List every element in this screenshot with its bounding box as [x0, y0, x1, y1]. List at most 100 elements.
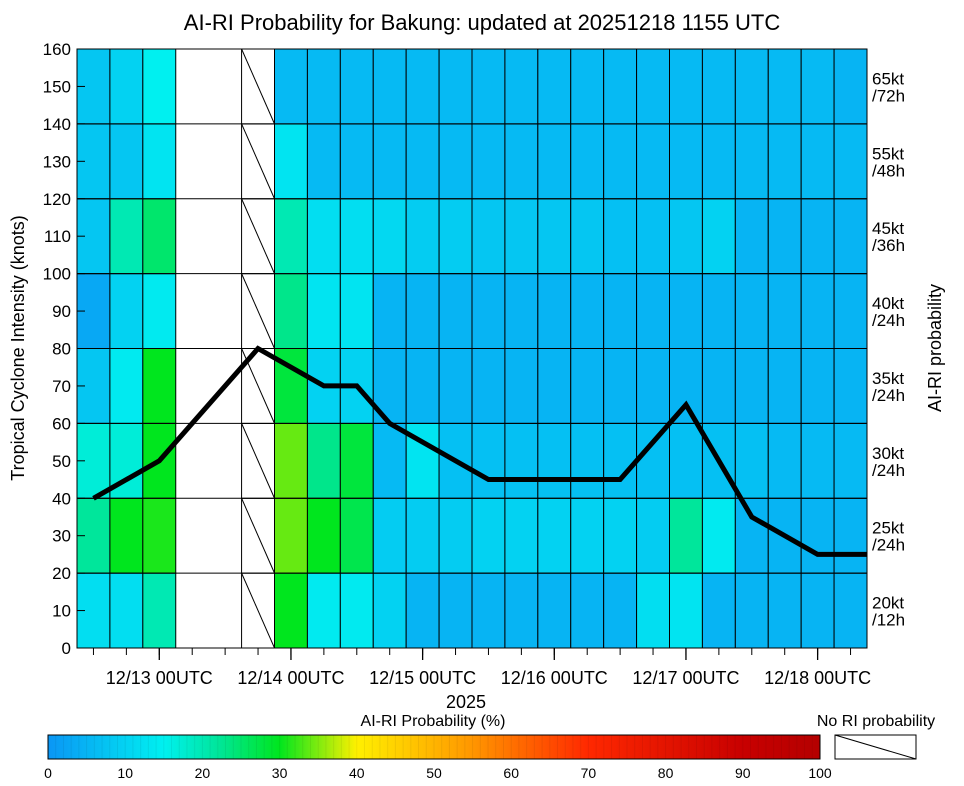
y-axis-label: Tropical Cyclone Intensity (knots) [8, 215, 28, 480]
heatmap-cell [109, 198, 144, 275]
heatmap-cell [701, 48, 736, 125]
heatmap-cell [636, 348, 670, 424]
heatmap-cell [570, 497, 605, 574]
heatmap-cell [537, 348, 572, 424]
heatmap-cell [833, 497, 868, 574]
heatmap-cell [274, 497, 308, 574]
heatmap-cell [636, 572, 670, 649]
heatmap-cell [636, 497, 670, 574]
y-tick-label: 30 [52, 527, 71, 546]
x-tick-label: 12/15 00UTC [369, 668, 476, 688]
row-label-line1: 55kt [872, 144, 904, 163]
colorbar-tick-label: 10 [117, 765, 133, 781]
row-label-line2: /12h [872, 611, 905, 630]
heatmap-cell [669, 348, 703, 424]
row-label-line2: /36h [872, 236, 905, 255]
heatmap-cell [603, 198, 638, 275]
colorbar-tick-label: 70 [581, 765, 597, 781]
heatmap-cell [701, 572, 736, 649]
heatmap-cell [504, 123, 539, 200]
heatmap-cell [274, 48, 308, 125]
heatmap-cell [833, 48, 868, 125]
heatmap-cell [603, 497, 638, 574]
heatmap-cell [570, 48, 605, 125]
heatmap-cell [274, 422, 308, 499]
heatmap-cell [274, 572, 308, 649]
heatmap-cell [471, 48, 506, 125]
heatmap-cell [603, 273, 638, 349]
y-tick-label: 10 [52, 602, 71, 621]
heatmap-cell [142, 572, 177, 649]
heatmap-cell [339, 198, 374, 275]
no-ri-legend-hatch [834, 734, 917, 760]
intensity-line [92, 345, 867, 557]
row-label: 20kt/12h [872, 594, 905, 630]
row-label-line2: /24h [872, 311, 905, 330]
heatmap-cell [603, 48, 638, 125]
heatmap-cell [405, 497, 440, 574]
heatmap-cell [800, 348, 835, 424]
heatmap-cell [142, 497, 177, 574]
heatmap-cell [504, 422, 539, 499]
heatmap-cell [372, 572, 407, 649]
y-tick-label: 90 [52, 302, 71, 321]
heatmap-cell [701, 123, 736, 200]
heatmap-cell [833, 572, 868, 649]
y-tick-label: 20 [52, 564, 71, 583]
y-tick-label: 0 [62, 639, 71, 658]
heatmap-cell [142, 48, 177, 125]
heatmap-cell [405, 348, 440, 424]
y-tick-label: 40 [52, 489, 71, 508]
colorbar-bar [47, 734, 821, 760]
heatmap-cell [734, 198, 769, 275]
heatmap-cell [833, 422, 868, 499]
heatmap-cell [669, 497, 703, 574]
heatmap-cell [339, 497, 374, 574]
heatmap-cell [405, 123, 440, 200]
heatmap-cell [767, 348, 802, 424]
heatmap-cell [537, 422, 572, 499]
heatmap-cell [438, 497, 473, 574]
heatmap-cell [800, 123, 835, 200]
no-ri-hatch [241, 48, 275, 125]
row-label-line1: 20kt [872, 594, 904, 613]
x-tick-label: 12/16 00UTC [501, 668, 608, 688]
heatmap-cell [306, 422, 341, 499]
heatmap-cell [109, 572, 144, 649]
heatmap-cell [339, 422, 374, 499]
heatmap-cell [603, 123, 638, 200]
heatmap-cell [800, 273, 835, 349]
heatmap-cell [603, 422, 638, 499]
heatmap-cell [603, 348, 638, 424]
x-axis-year: 2025 [446, 692, 486, 712]
y-tick-label: 140 [43, 115, 71, 134]
y-tick-label: 110 [44, 227, 71, 246]
heatmap-cell [734, 572, 769, 649]
row-label: 55kt/48h [872, 144, 905, 180]
heatmap-cell [537, 273, 572, 349]
heatmap-cell [570, 348, 605, 424]
row-threshold-labels: 20kt/12h25kt/24h30kt/24h35kt/24h40kt/24h… [872, 69, 905, 629]
heatmap-cell [142, 198, 177, 275]
row-label-line2: /24h [872, 461, 905, 480]
heatmap-cell [537, 123, 572, 200]
no-ri-hatch [241, 273, 275, 349]
row-label-line1: 45kt [872, 219, 904, 238]
row-label-line1: 40kt [872, 294, 904, 313]
heatmap-cell [669, 572, 703, 649]
heatmap-cell [504, 348, 539, 424]
y-tick-label: 120 [43, 190, 71, 209]
heatmap-cell [701, 198, 736, 275]
heatmap-cell [833, 348, 868, 424]
colorbar-tick-label: 50 [426, 765, 442, 781]
heatmap-cell [767, 273, 802, 349]
no-ri-hatch [241, 198, 275, 274]
heatmap-cell [636, 198, 670, 275]
heatmap-cell [504, 48, 539, 125]
heatmap-cell [800, 198, 835, 275]
row-label: 65kt/72h [872, 69, 905, 105]
heatmap-cell [438, 572, 473, 649]
heatmap-cell [306, 123, 341, 200]
heatmap-cell [504, 497, 539, 574]
